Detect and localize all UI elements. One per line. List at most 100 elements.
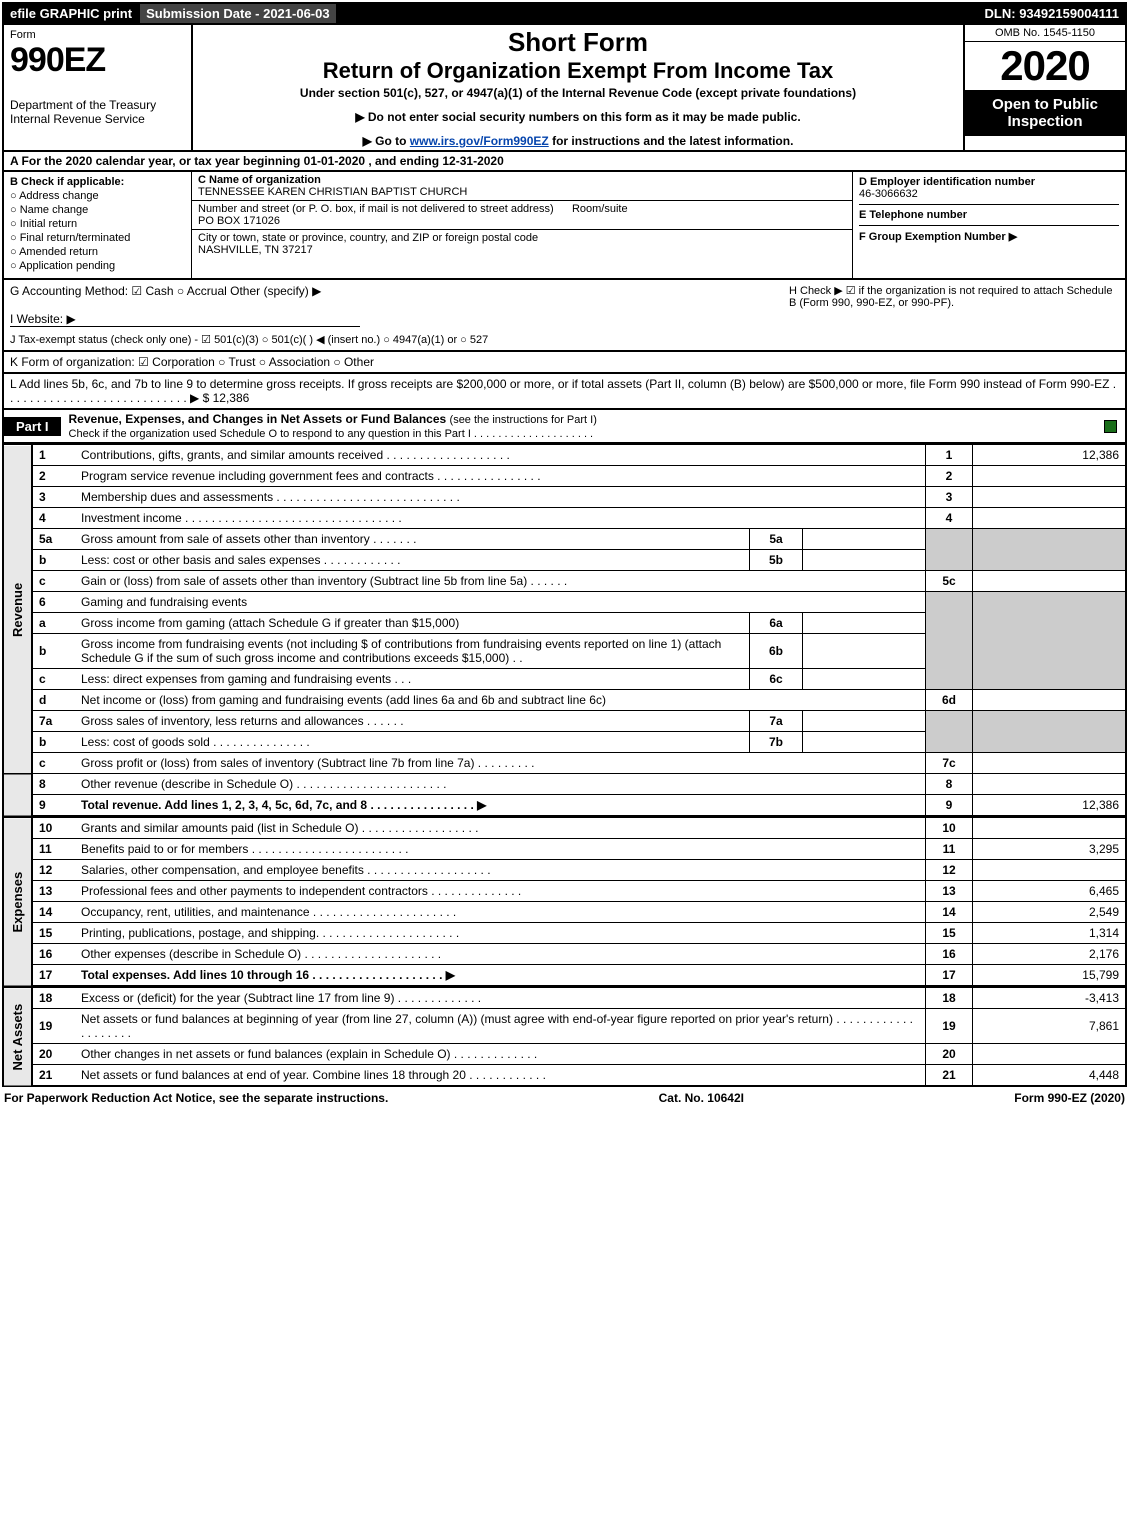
- l16-amt: 2,176: [973, 944, 1127, 965]
- l15-amt: 1,314: [973, 923, 1127, 944]
- form-label: Form: [10, 29, 185, 41]
- l10-rn: 10: [926, 818, 973, 839]
- city-label: City or town, state or province, country…: [198, 232, 538, 244]
- l6a-num: a: [32, 613, 75, 634]
- irs-label: Internal Revenue Service: [10, 112, 185, 126]
- l5ab-shade: [926, 529, 973, 571]
- l5b-num: b: [32, 550, 75, 571]
- cb-application-pending[interactable]: Application pending: [10, 260, 185, 272]
- footer-mid: Cat. No. 10642I: [659, 1091, 744, 1105]
- l7c-desc: Gross profit or (loss) from sales of inv…: [75, 753, 926, 774]
- line-k: K Form of organization: ☑ Corporation ○ …: [2, 352, 1127, 374]
- street-label: Number and street (or P. O. box, if mail…: [198, 203, 554, 215]
- tel-row: E Telephone number: [859, 209, 1119, 226]
- header-left: Form 990EZ Department of the Treasury In…: [4, 25, 193, 150]
- l11-num: 11: [32, 839, 75, 860]
- l6d-amt: [973, 690, 1127, 711]
- l2-rn: 2: [926, 466, 973, 487]
- line-h: H Check ▶ ☑ if the organization is not r…: [789, 284, 1119, 309]
- l18-num: 18: [32, 988, 75, 1009]
- l7a-desc: Gross sales of inventory, less returns a…: [75, 711, 750, 732]
- l7b-val: [803, 732, 926, 753]
- line-i: I Website: ▶: [10, 312, 360, 327]
- l5a-num: 5a: [32, 529, 75, 550]
- l11-rn: 11: [926, 839, 973, 860]
- footer-right: Form 990-EZ (2020): [1014, 1091, 1125, 1105]
- l5ab-amt-shade: [973, 529, 1127, 571]
- netassets-table: Net Assets 18 Excess or (deficit) for th…: [2, 987, 1127, 1087]
- l6-shade: [926, 592, 973, 690]
- part1-sub: (see the instructions for Part I): [450, 414, 597, 426]
- cb-address-change[interactable]: Address change: [10, 190, 185, 202]
- group-exemption-label: F Group Exemption Number ▶: [859, 231, 1017, 243]
- l5c-num: c: [32, 571, 75, 592]
- l10-desc: Grants and similar amounts paid (list in…: [75, 818, 926, 839]
- l11-desc: Benefits paid to or for members . . . . …: [75, 839, 926, 860]
- l15-num: 15: [32, 923, 75, 944]
- l14-desc: Occupancy, rent, utilities, and maintena…: [75, 902, 926, 923]
- l19-num: 19: [32, 1009, 75, 1044]
- l3-desc: Membership dues and assessments . . . . …: [75, 487, 926, 508]
- l1-amt: 12,386: [973, 445, 1127, 466]
- cb-initial-return[interactable]: Initial return: [10, 218, 185, 230]
- section-revenue: Revenue: [3, 445, 32, 774]
- info-grid: B Check if applicable: Address change Na…: [2, 172, 1127, 280]
- part1-title: Revenue, Expenses, and Changes in Net As…: [61, 410, 605, 442]
- tel-label: E Telephone number: [859, 209, 967, 221]
- l6d-desc: Net income or (loss) from gaming and fun…: [75, 690, 926, 711]
- part1-check: Check if the organization used Schedule …: [69, 428, 594, 440]
- l7a-val: [803, 711, 926, 732]
- l6a-desc: Gross income from gaming (attach Schedul…: [75, 613, 750, 634]
- efile-label: efile GRAPHIC print: [4, 4, 138, 23]
- header-right: OMB No. 1545-1150 2020 Open to Public In…: [965, 25, 1125, 150]
- l5b-desc: Less: cost or other basis and sales expe…: [75, 550, 750, 571]
- cb-name-change[interactable]: Name change: [10, 204, 185, 216]
- year-line: A For the 2020 calendar year, or tax yea…: [2, 152, 1127, 172]
- line-l-text: L Add lines 5b, 6c, and 7b to line 9 to …: [10, 377, 1116, 405]
- ssn-warning: ▶ Do not enter social security numbers o…: [201, 110, 955, 124]
- box-c: C Name of organization TENNESSEE KAREN C…: [192, 172, 853, 278]
- l19-rn: 19: [926, 1009, 973, 1044]
- l20-num: 20: [32, 1044, 75, 1065]
- part1-header: Part I Revenue, Expenses, and Changes in…: [2, 410, 1127, 444]
- org-name-label: C Name of organization: [198, 174, 321, 186]
- city-row: City or town, state or province, country…: [192, 230, 852, 258]
- ein-label: D Employer identification number: [859, 176, 1035, 188]
- l14-rn: 14: [926, 902, 973, 923]
- l17-desc: Total expenses. Add lines 10 through 16 …: [75, 965, 926, 987]
- goto-line: ▶ Go to www.irs.gov/Form990EZ for instru…: [201, 134, 955, 148]
- l6d-num: d: [32, 690, 75, 711]
- l21-desc: Net assets or fund balances at end of ye…: [75, 1065, 926, 1087]
- org-name-row: C Name of organization TENNESSEE KAREN C…: [192, 172, 852, 201]
- l6c-num: c: [32, 669, 75, 690]
- l12-desc: Salaries, other compensation, and employ…: [75, 860, 926, 881]
- l15-rn: 15: [926, 923, 973, 944]
- street-row: Number and street (or P. O. box, if mail…: [192, 201, 852, 230]
- l2-num: 2: [32, 466, 75, 487]
- l7b-desc: Less: cost of goods sold . . . . . . . .…: [75, 732, 750, 753]
- l14-num: 14: [32, 902, 75, 923]
- l9-rn: 9: [926, 795, 973, 817]
- l21-amt: 4,448: [973, 1065, 1127, 1087]
- irs-link[interactable]: www.irs.gov/Form990EZ: [410, 134, 549, 148]
- l18-rn: 18: [926, 988, 973, 1009]
- l17-num: 17: [32, 965, 75, 987]
- l7c-num: c: [32, 753, 75, 774]
- submission-date: Submission Date - 2021-06-03: [140, 4, 336, 23]
- l3-rn: 3: [926, 487, 973, 508]
- l3-num: 3: [32, 487, 75, 508]
- l5b-sn: 5b: [750, 550, 803, 571]
- part1-checkbox[interactable]: [1104, 419, 1125, 433]
- l9-desc: Total revenue. Add lines 1, 2, 3, 4, 5c,…: [75, 795, 926, 817]
- l13-desc: Professional fees and other payments to …: [75, 881, 926, 902]
- l6-desc: Gaming and fundraising events: [75, 592, 926, 613]
- room-label: Room/suite: [572, 203, 628, 215]
- l4-desc: Investment income . . . . . . . . . . . …: [75, 508, 926, 529]
- l6c-desc: Less: direct expenses from gaming and fu…: [75, 669, 750, 690]
- ein-row: D Employer identification number 46-3066…: [859, 176, 1119, 205]
- cb-amended-return[interactable]: Amended return: [10, 246, 185, 258]
- box-def: D Employer identification number 46-3066…: [853, 172, 1125, 278]
- cb-final-return[interactable]: Final return/terminated: [10, 232, 185, 244]
- short-form-title: Short Form: [201, 27, 955, 58]
- l5b-val: [803, 550, 926, 571]
